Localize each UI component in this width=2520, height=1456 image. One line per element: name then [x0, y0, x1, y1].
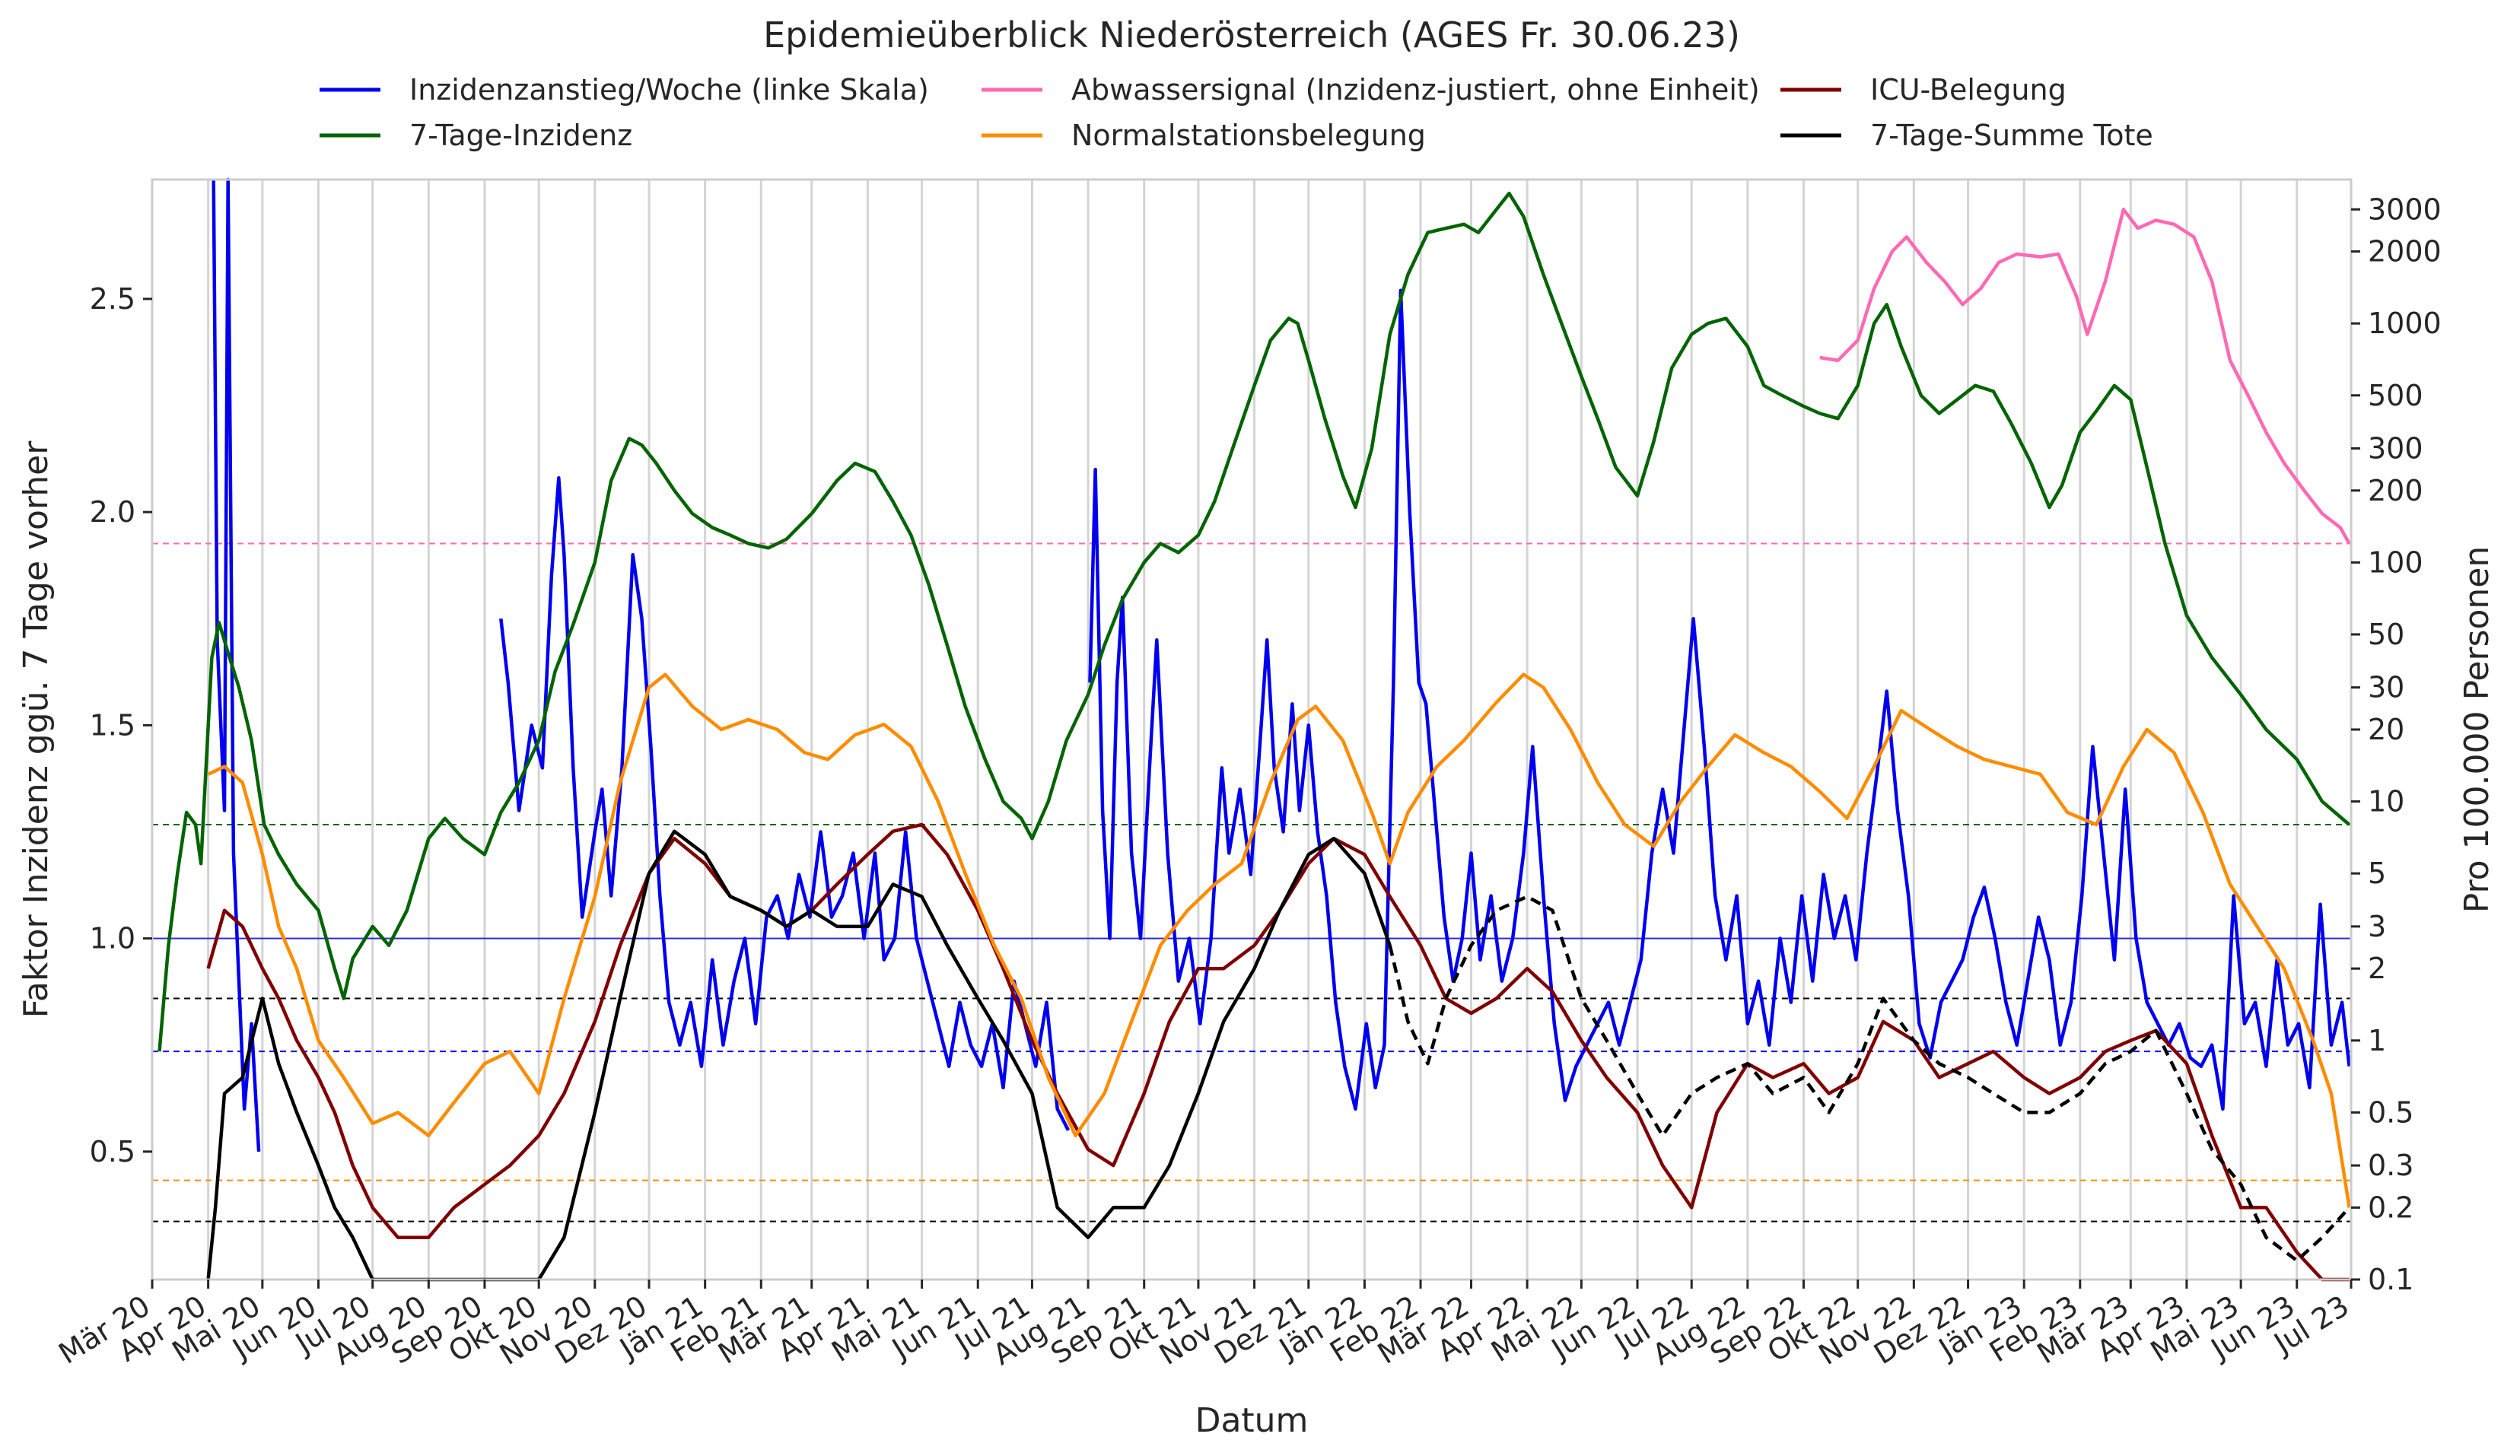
chart-title: Epidemieüberblick Niederösterreich (AGES…: [763, 14, 1740, 56]
series-line: [206, 822, 2350, 1282]
y-right-tick-label: 200: [2368, 474, 2423, 507]
y-axis-left-title: Faktor Inzidenz ggü. 7 Tage vorher: [17, 440, 56, 1019]
y-right-tick-label: 2000: [2368, 235, 2442, 269]
y-left-tick-label: 1.5: [90, 708, 135, 742]
series-line: [1388, 895, 2351, 1263]
y-left-tick-label: 0.5: [90, 1135, 135, 1168]
legend: Inzidenzanstieg/Woche (linke Skala) 7-Tag…: [320, 73, 2153, 152]
y-right-tick-label: 3000: [2368, 192, 2442, 226]
y-left-tick-label: 2.5: [90, 282, 135, 316]
y-right-tick-label: 30: [2368, 671, 2404, 704]
x-axis-title: Datum: [1195, 1401, 1309, 1440]
y-right-tick-label: 3: [2368, 910, 2386, 943]
series-lines: [158, 177, 2351, 1282]
legend-label: Normalstationsbelegung: [1071, 119, 1426, 152]
series-line: [207, 672, 2351, 1208]
legend-label: 7-Tage-Summe Tote: [1870, 119, 2153, 152]
series-line: [206, 829, 1392, 1282]
y-right-tick-label: 0.3: [2368, 1149, 2413, 1182]
y-axis-right: 0.1 0.2 0.3 0.5 1 2 3 5 10 20 30 50 100 200 300 500 1000…: [2351, 192, 2442, 1296]
y-right-tick-label: 10: [2368, 785, 2404, 819]
y-right-tick-label: 1000: [2368, 307, 2442, 340]
y-left-tick-label: 1.0: [90, 922, 135, 955]
y-right-tick-label: 2: [2368, 952, 2386, 985]
legend-label: ICU-Belegung: [1870, 73, 2067, 106]
y-left-tick-label: 2.0: [90, 495, 135, 529]
y-right-tick-label: 5: [2368, 857, 2386, 890]
legend-label: 7-Tage-Inzidenz: [409, 119, 632, 152]
y-right-tick-label: 50: [2368, 618, 2404, 651]
y-right-tick-label: 0.1: [2368, 1263, 2413, 1296]
y-right-tick-label: 100: [2368, 545, 2423, 579]
series-line: [158, 191, 2351, 1052]
reference-lines: [152, 542, 2351, 1222]
y-right-tick-label: 500: [2368, 379, 2423, 412]
y-right-tick-label: 0.2: [2368, 1191, 2413, 1224]
y-right-tick-label: 0.5: [2368, 1095, 2413, 1129]
legend-label: Inzidenzanstieg/Woche (linke Skala): [409, 73, 929, 106]
series-line: [1819, 208, 2351, 545]
legend-label: Abwassersignal (Inzidenz-justiert, ohne …: [1071, 73, 1760, 106]
y-axis-left: 0.5 1.0 1.5 2.0 2.5: [90, 282, 152, 1168]
y-axis-right-title: Pro 100.000 Personen: [2458, 546, 2496, 914]
y-right-tick-label: 1: [2368, 1024, 2386, 1057]
y-right-tick-label: 300: [2368, 431, 2423, 465]
y-right-tick-label: 20: [2368, 713, 2404, 746]
